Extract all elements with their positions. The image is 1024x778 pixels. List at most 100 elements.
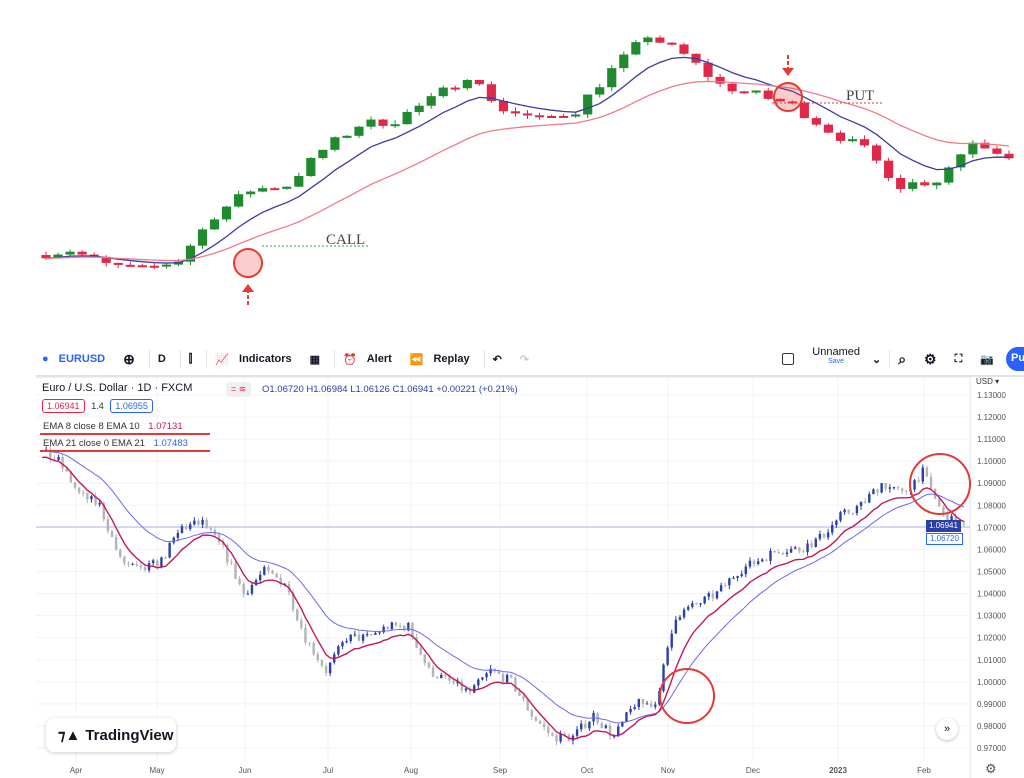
candle <box>563 733 566 736</box>
candle <box>619 54 629 69</box>
x-tick-label: Nov <box>661 766 675 775</box>
candle <box>357 634 361 641</box>
candle <box>711 593 715 599</box>
snapshot-button[interactable]: 📷 <box>974 347 1006 371</box>
slow-ema-line <box>46 80 1010 262</box>
templates-button[interactable]: ▦ <box>304 347 332 371</box>
candle <box>501 673 505 683</box>
candle <box>318 149 328 159</box>
currency-selector[interactable]: USD ▾ <box>976 377 1000 386</box>
candle <box>69 471 73 483</box>
put-entry-circle <box>773 82 803 112</box>
symbol-label: EURUSD <box>58 353 106 365</box>
candle <box>114 537 118 550</box>
candle <box>102 502 105 520</box>
candle <box>489 668 492 674</box>
layout-name-button[interactable]: Unnamed Save <box>806 347 872 371</box>
tradingview-logo[interactable]: ⁊▲ TradingView <box>46 718 176 752</box>
search-button[interactable]: ⌕ <box>892 347 918 371</box>
candle <box>82 492 85 494</box>
price-label-last: 1.06941 <box>926 520 961 532</box>
chevron-down-icon[interactable]: ⌄ <box>871 353 882 366</box>
candle <box>230 562 233 564</box>
candle <box>106 519 110 532</box>
candle <box>270 188 280 191</box>
candle <box>631 42 641 55</box>
ema21-legend[interactable]: EMA 21 close 0 EMA 21 1.07483 <box>43 438 188 449</box>
chart-type-button[interactable]: ⫿ <box>183 347 205 371</box>
candle <box>674 619 678 634</box>
y-tick-label: 1.01000 <box>977 656 1006 665</box>
compare-button[interactable]: ⊕ <box>117 347 147 371</box>
candle <box>53 458 56 460</box>
candle <box>715 591 719 599</box>
camera-icon: 📷 <box>980 353 994 366</box>
candle <box>402 112 412 125</box>
candle <box>415 637 418 648</box>
legend-toggle[interactable]: = ≋ <box>226 382 252 397</box>
candle <box>728 578 731 586</box>
alert-button[interactable]: ⏰ Alert <box>337 347 404 371</box>
candle <box>271 570 274 574</box>
candle <box>992 148 1002 154</box>
candle <box>450 87 460 90</box>
replay-button[interactable]: ⏪ Replay <box>404 347 482 371</box>
candle <box>863 501 867 503</box>
candle <box>617 726 620 736</box>
down-arrow-icon <box>782 68 794 76</box>
candle <box>522 113 533 116</box>
undo-button[interactable]: ↶ <box>487 347 514 371</box>
interval-button[interactable]: D <box>152 347 178 371</box>
layout-button[interactable] <box>776 347 806 371</box>
candle <box>61 456 64 469</box>
candle <box>670 633 673 648</box>
candle <box>180 526 184 534</box>
candle <box>551 732 554 736</box>
candle <box>695 603 698 605</box>
candle <box>464 688 468 691</box>
candle <box>320 660 324 666</box>
ema8-legend[interactable]: EMA 8 close 8 EMA 10 1.07131 <box>43 421 183 432</box>
candle <box>645 703 649 705</box>
x-tick-label: Aug <box>404 766 418 775</box>
candle <box>189 524 192 529</box>
publish-button[interactable]: Pu <box>1006 347 1024 371</box>
candle <box>896 487 900 489</box>
candle <box>637 698 641 708</box>
scroll-to-realtime-button[interactable]: » <box>936 718 958 740</box>
symbol-search-button[interactable]: ● EURUSD <box>36 347 117 371</box>
candle <box>361 634 365 641</box>
candle <box>798 547 801 552</box>
indicators-button[interactable]: 📈 Indicators <box>209 347 303 371</box>
candle <box>643 37 653 43</box>
candle <box>641 698 645 705</box>
candle <box>312 642 315 655</box>
redo-button[interactable]: ↷ <box>514 347 541 371</box>
candle <box>505 674 509 683</box>
settings-button[interactable]: ⚙ <box>918 347 949 371</box>
alert-label: Alert <box>366 353 392 365</box>
buy-price-button[interactable]: 1.06955 <box>110 399 153 413</box>
sell-price-button[interactable]: 1.06941 <box>42 399 85 413</box>
candle <box>761 559 764 562</box>
candle <box>604 725 608 728</box>
put-label: PUT <box>846 88 875 104</box>
candle <box>119 549 122 557</box>
candle <box>77 487 81 493</box>
fullscreen-button[interactable]: ⛶ <box>949 347 975 371</box>
candle <box>584 723 587 729</box>
candle <box>719 585 723 592</box>
candle <box>90 496 93 500</box>
undo-icon: ↶ <box>492 353 502 366</box>
scale-settings-gear-icon[interactable]: ⚙ <box>985 761 997 776</box>
candle <box>787 101 797 104</box>
candle <box>398 625 402 627</box>
candle <box>847 139 858 142</box>
candle <box>559 116 569 119</box>
candle <box>579 723 583 730</box>
candle <box>337 646 340 655</box>
save-link[interactable]: Save <box>828 358 845 365</box>
candle <box>341 642 344 647</box>
candle <box>682 609 686 618</box>
